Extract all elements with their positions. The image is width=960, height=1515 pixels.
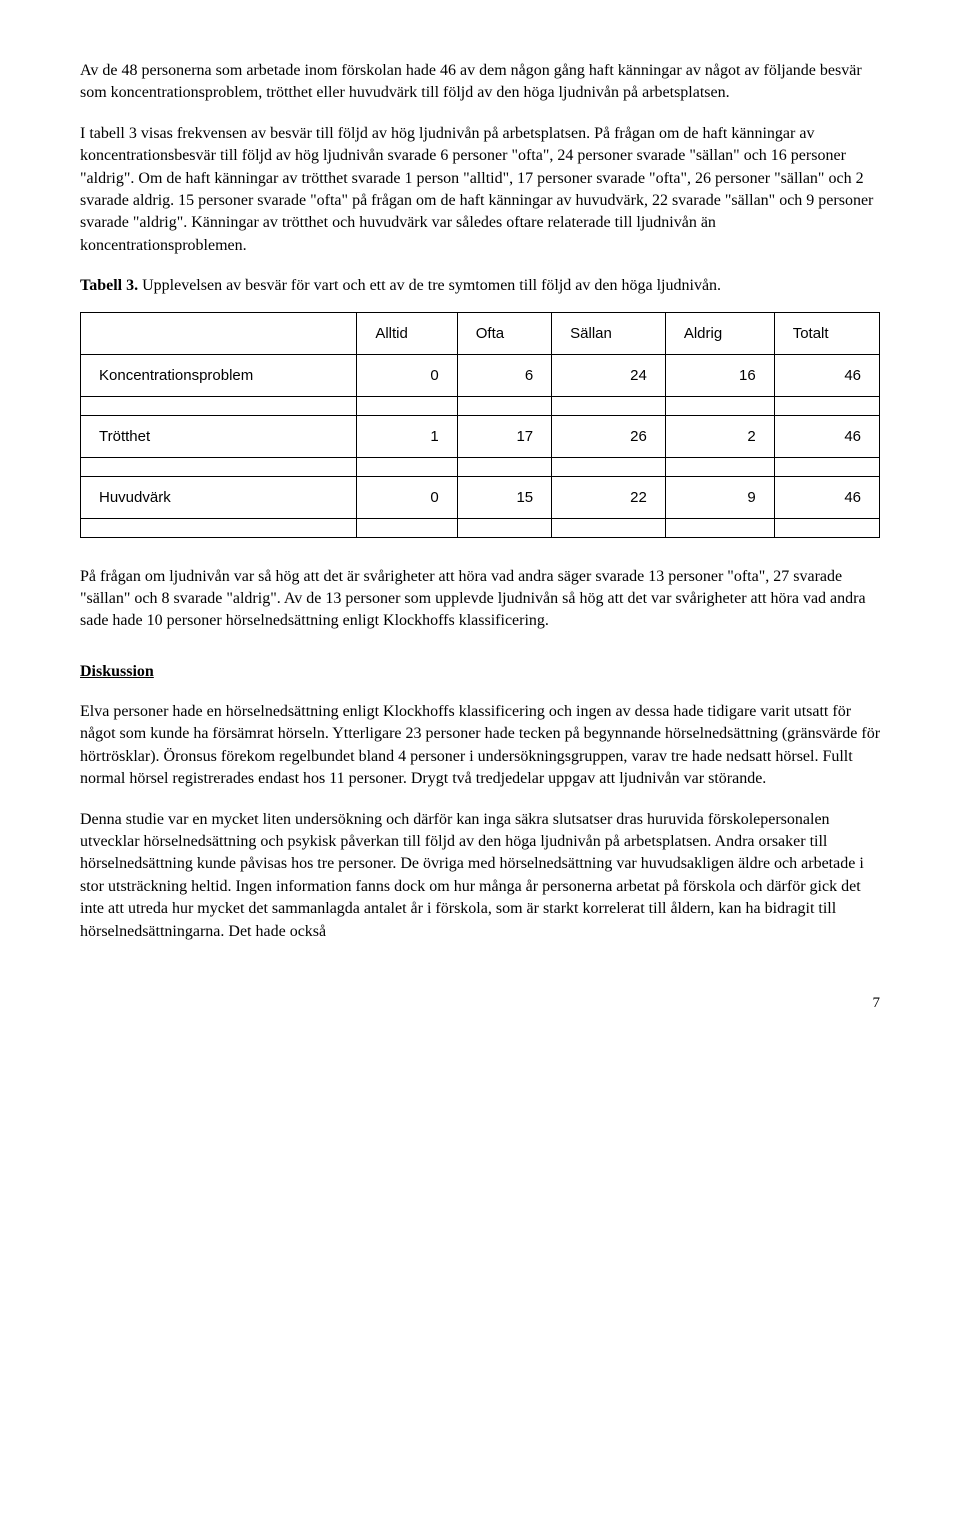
cell: 6 (457, 354, 551, 396)
cell: 9 (665, 476, 774, 518)
table-blank-row (81, 396, 880, 415)
paragraph-diskussion-1: Elva personer hade en hörselnedsättning … (80, 701, 880, 791)
table-row: Koncentrationsproblem 0 6 24 16 46 (81, 354, 880, 396)
cell: 46 (774, 415, 879, 457)
cell: 46 (774, 476, 879, 518)
row-label: Trötthet (81, 415, 357, 457)
cell: 17 (457, 415, 551, 457)
table-caption-label: Tabell 3. (80, 277, 138, 294)
cell: 46 (774, 354, 879, 396)
paragraph-diskussion-2: Denna studie var en mycket liten undersö… (80, 809, 880, 943)
section-heading-diskussion: Diskussion (80, 661, 880, 683)
paragraph-after-table: På frågan om ljudnivån var så hög att de… (80, 566, 880, 633)
paragraph-intro-1: Av de 48 personerna som arbetade inom fö… (80, 60, 880, 105)
cell: 0 (357, 476, 457, 518)
table-caption: Tabell 3. Upplevelsen av besvär för vart… (80, 275, 880, 297)
table-header-row: Alltid Ofta Sällan Aldrig Totalt (81, 312, 880, 354)
cell: 24 (552, 354, 666, 396)
table-row: Trötthet 1 17 26 2 46 (81, 415, 880, 457)
table-blank-row (81, 518, 880, 537)
cell: 0 (357, 354, 457, 396)
cell: 1 (357, 415, 457, 457)
table-blank-row (81, 457, 880, 476)
table-header-aldrig: Aldrig (665, 312, 774, 354)
page-number: 7 (80, 993, 880, 1014)
table-caption-text: Upplevelsen av besvär för vart och ett a… (138, 277, 721, 294)
table-header-ofta: Ofta (457, 312, 551, 354)
cell: 22 (552, 476, 666, 518)
row-label: Huvudvärk (81, 476, 357, 518)
row-label: Koncentrationsproblem (81, 354, 357, 396)
paragraph-intro-2: I tabell 3 visas frekvensen av besvär ti… (80, 123, 880, 257)
table-header-totalt: Totalt (774, 312, 879, 354)
table-row: Huvudvärk 0 15 22 9 46 (81, 476, 880, 518)
table-header-alltid: Alltid (357, 312, 457, 354)
cell: 26 (552, 415, 666, 457)
cell: 2 (665, 415, 774, 457)
cell: 15 (457, 476, 551, 518)
cell: 16 (665, 354, 774, 396)
table-header-sallan: Sällan (552, 312, 666, 354)
symptom-table: Alltid Ofta Sällan Aldrig Totalt Koncent… (80, 312, 880, 538)
table-header-empty (81, 312, 357, 354)
